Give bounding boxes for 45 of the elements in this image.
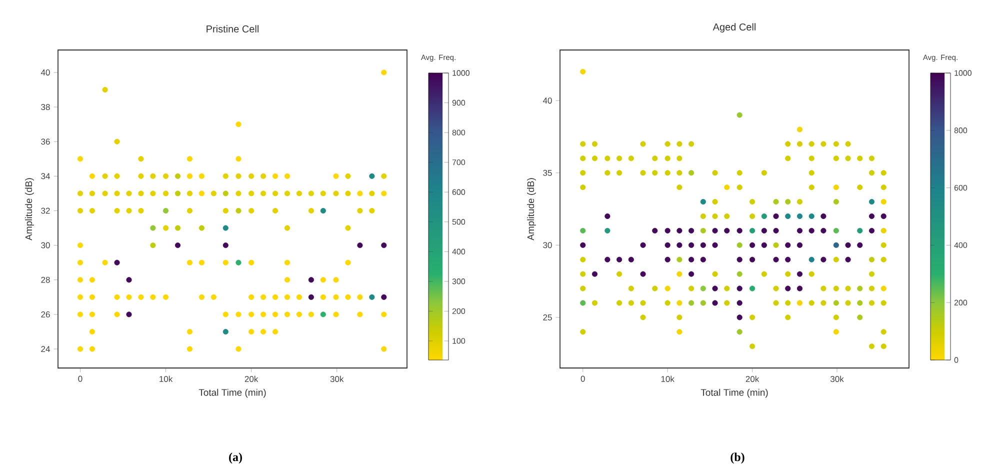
color-bar-label: 600	[954, 184, 968, 191]
x-axis-title: Total Time (min)	[700, 388, 768, 398]
x-tick-label: 10k	[160, 376, 173, 382]
color-bar-label: 700	[452, 159, 466, 166]
color-bar-label: 600	[452, 189, 466, 195]
x-tick-label: 20k	[244, 376, 258, 382]
y-tick-label: 25	[543, 314, 552, 320]
y-axis-title: Amplitude (dB)	[25, 178, 34, 240]
x-tick-label: 0	[78, 376, 82, 382]
y-tick-label: 36	[41, 138, 50, 145]
y-tick-label: 32	[41, 208, 50, 214]
color-bar-label: 1000	[954, 70, 972, 76]
chart-title: Aged Cell	[712, 23, 756, 32]
color-bar-label: 400	[954, 242, 968, 248]
y-tick-label: 24	[41, 346, 50, 352]
color-bar-label: 200	[452, 308, 466, 314]
chart-title: Pristine Cell	[206, 25, 258, 32]
color-bar-label: 800	[954, 128, 968, 134]
x-tick-label: 30k	[830, 376, 844, 382]
y-tick-label: 40	[542, 98, 552, 104]
color-bar-label: 1000	[452, 70, 470, 76]
text: (a)	[229, 452, 242, 464]
y-tick-label: 30	[41, 242, 50, 248]
color-bar-label: 900	[452, 100, 466, 106]
x-tick-label: 20k	[746, 376, 760, 382]
y-tick-label: 35	[543, 170, 552, 176]
color-bar-label: 800	[452, 130, 466, 136]
x-tick-label: 0	[580, 376, 585, 382]
y-tick-label: 38	[41, 104, 50, 110]
x-tick-label: 30k	[330, 376, 344, 382]
y-tick-label: 28	[41, 276, 50, 283]
color-bar-label: 100	[452, 338, 466, 344]
text: (b)	[730, 452, 744, 464]
y-tick-label: 34	[41, 173, 50, 180]
color-bar-label: 300	[452, 278, 466, 284]
color-bar-label: 500	[452, 219, 466, 225]
color-bar-label: 200	[954, 300, 968, 306]
color-bar-label: 400	[452, 248, 466, 254]
x-axis-title: Total Time (min)	[198, 388, 266, 398]
color-bar-label: 0	[954, 357, 958, 363]
y-axis-title: Amplitude (dB)	[527, 178, 536, 240]
x-tick-label: 10k	[661, 376, 674, 382]
y-tick-label: 26	[41, 311, 50, 318]
y-tick-label: 40	[40, 69, 50, 76]
y-tick-label: 30	[543, 242, 552, 248]
